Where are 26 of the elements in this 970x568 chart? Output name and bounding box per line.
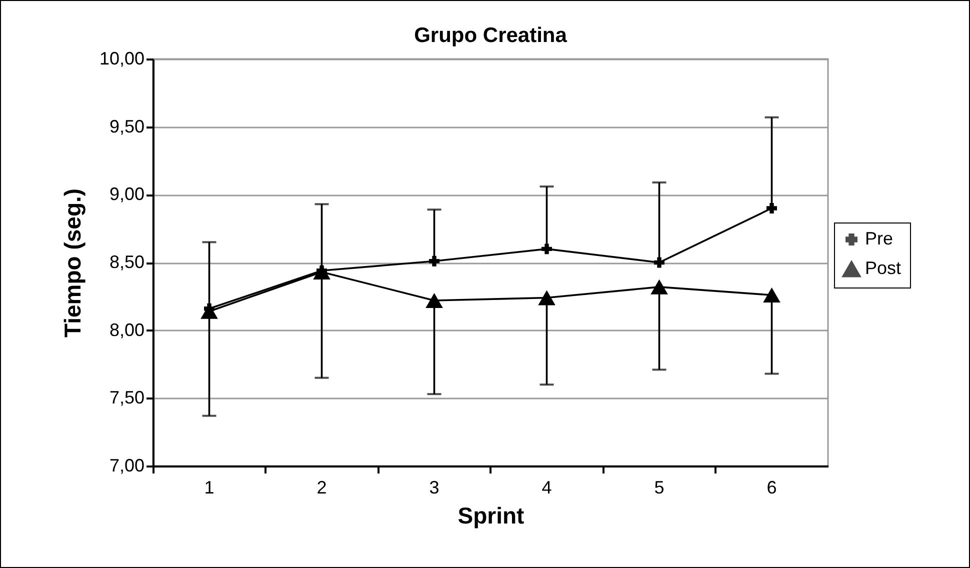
legend-label: Post [865,258,902,278]
point [538,290,556,306]
y-tick-label: 9,50 [109,116,144,136]
point [426,292,443,308]
x-tick-label: 2 [316,478,327,498]
y-tick-label: 9,00 [109,184,144,204]
point [542,244,552,254]
point [763,288,780,303]
point [429,256,440,266]
y-axis-title: Tiempo (seg.) [59,188,86,338]
y-tick-label: 7,50 [109,388,144,408]
x-tick-label: 5 [654,478,664,498]
x-tick-label: 4 [542,478,552,498]
point [654,257,664,268]
chart-title: Grupo Creatina [414,24,568,47]
y-tick-label: 8,00 [109,320,144,340]
x-tick-label: 1 [204,478,214,498]
y-tick-label: 8,50 [109,252,144,272]
point [650,279,668,294]
y-tick-label: 10,00 [99,48,144,68]
x-tick-label: 6 [766,478,777,498]
x-axis-title: Sprint [458,502,525,528]
point [766,202,777,214]
legend-label: Pre [865,228,894,248]
x-tick-label: 3 [429,478,440,498]
y-tick-label: 7,00 [109,456,144,476]
